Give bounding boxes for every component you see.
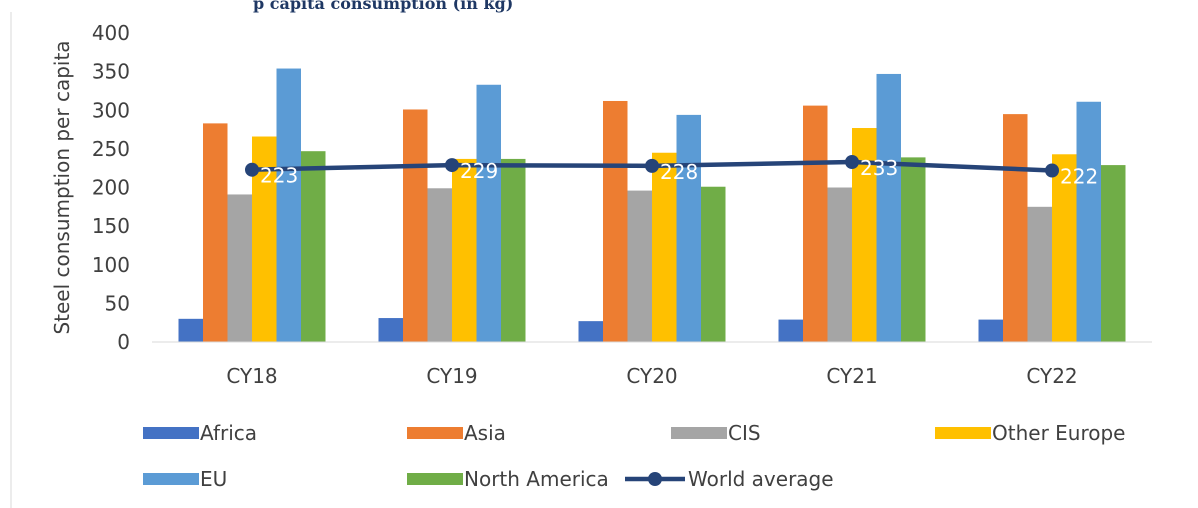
bar-asia-cy22 [1003, 114, 1028, 342]
legend-swatch [671, 427, 727, 439]
bar-other-europe-cy20 [652, 152, 677, 342]
world-average-point [1045, 163, 1059, 178]
legend-item-world-average: World average [625, 467, 834, 491]
world-average-data-label: 233 [860, 156, 898, 180]
chart-title-fragment: p capita consumption (in kg) [253, 0, 513, 13]
world-average-data-label: 229 [460, 159, 498, 183]
legend-item-cis: CIS [671, 421, 761, 445]
x-tick-label: CY20 [626, 364, 677, 388]
bar-africa-cy19 [378, 318, 403, 342]
y-tick-label: 350 [92, 60, 130, 84]
legend-swatch [143, 427, 199, 439]
bar-north-america-cy22 [1101, 165, 1126, 342]
bar-north-america-cy20 [701, 186, 726, 342]
bar-other-europe-cy22 [1052, 154, 1077, 342]
y-axis-title: Steel consumption per capita [50, 40, 74, 334]
legend-label: North America [464, 467, 609, 491]
world-average-data-label: 228 [660, 160, 698, 184]
legend-item-north-america: North America [407, 467, 609, 491]
bar-cis-cy20 [627, 190, 652, 342]
legend-swatch [143, 473, 199, 485]
bar-cis-cy21 [827, 187, 852, 342]
y-tick-label: 300 [92, 98, 130, 122]
bar-asia-cy19 [403, 109, 428, 342]
x-axis: CY18 CY19 CY20 CY21 CY22 [152, 341, 1152, 388]
bar-africa-cy22 [978, 319, 1003, 342]
legend-label: EU [200, 467, 227, 491]
bar-africa-cy21 [778, 319, 803, 342]
bar-north-america-cy19 [501, 158, 526, 342]
legend-label: Africa [200, 421, 257, 445]
y-tick-label: 0 [117, 330, 130, 354]
bar-cis-cy19 [427, 188, 452, 342]
bar-asia-cy20 [603, 100, 628, 342]
world-average-point [445, 158, 459, 173]
world-average-data-label: 222 [1060, 165, 1098, 189]
y-tick-label: 200 [92, 176, 130, 200]
bar-eu-cy18 [276, 68, 301, 342]
world-average-point [645, 158, 659, 173]
legend-item-other-europe: Other Europe [935, 421, 1125, 445]
bar-cis-cy22 [1027, 206, 1052, 342]
legend-label: Other Europe [992, 421, 1125, 445]
world-average-line: 223 229 228 233 222 [245, 155, 1098, 189]
bar-cis-cy18 [227, 194, 252, 342]
legend-label: CIS [728, 421, 761, 445]
x-tick-label: CY21 [826, 364, 877, 388]
world-average-data-label: 223 [260, 164, 298, 188]
bar-eu-cy21 [876, 73, 901, 342]
x-tick-label: CY19 [426, 364, 477, 388]
y-tick-label: 150 [92, 214, 130, 238]
bar-eu-cy22 [1076, 101, 1101, 342]
bar-eu-cy19 [476, 84, 501, 342]
y-tick-label: 100 [92, 253, 130, 277]
bar-north-america-cy21 [901, 157, 926, 342]
y-axis: 0 50 100 150 200 250 300 350 400 Steel consumptio… [50, 21, 130, 354]
y-tick-label: 400 [92, 21, 130, 45]
legend: Africa Asia CIS Other Europe EU North America… [143, 421, 1125, 491]
legend-item-eu: EU [143, 467, 227, 491]
bar-eu-cy20 [676, 114, 701, 342]
bar-africa-cy20 [578, 321, 603, 342]
legend-swatch [407, 473, 463, 485]
bar-africa-cy18 [178, 318, 203, 342]
bar-asia-cy21 [803, 105, 828, 343]
legend-label: Asia [464, 421, 506, 445]
legend-marker-symbol [648, 472, 662, 486]
world-average-point [845, 155, 859, 170]
y-tick-label: 250 [92, 137, 130, 161]
y-tick-label: 50 [105, 291, 130, 315]
legend-swatch [407, 427, 463, 439]
x-tick-label: CY22 [1026, 364, 1077, 388]
legend-item-africa: Africa [143, 421, 257, 445]
bar-other-europe-cy19 [452, 158, 477, 342]
legend-label: World average [688, 467, 834, 491]
bars [178, 68, 1126, 343]
x-tick-label: CY18 [226, 364, 277, 388]
legend-item-asia: Asia [407, 421, 506, 445]
bar-north-america-cy18 [301, 151, 326, 342]
world-average-point [245, 162, 259, 177]
bar-asia-cy18 [203, 123, 228, 342]
legend-swatch [935, 427, 991, 439]
